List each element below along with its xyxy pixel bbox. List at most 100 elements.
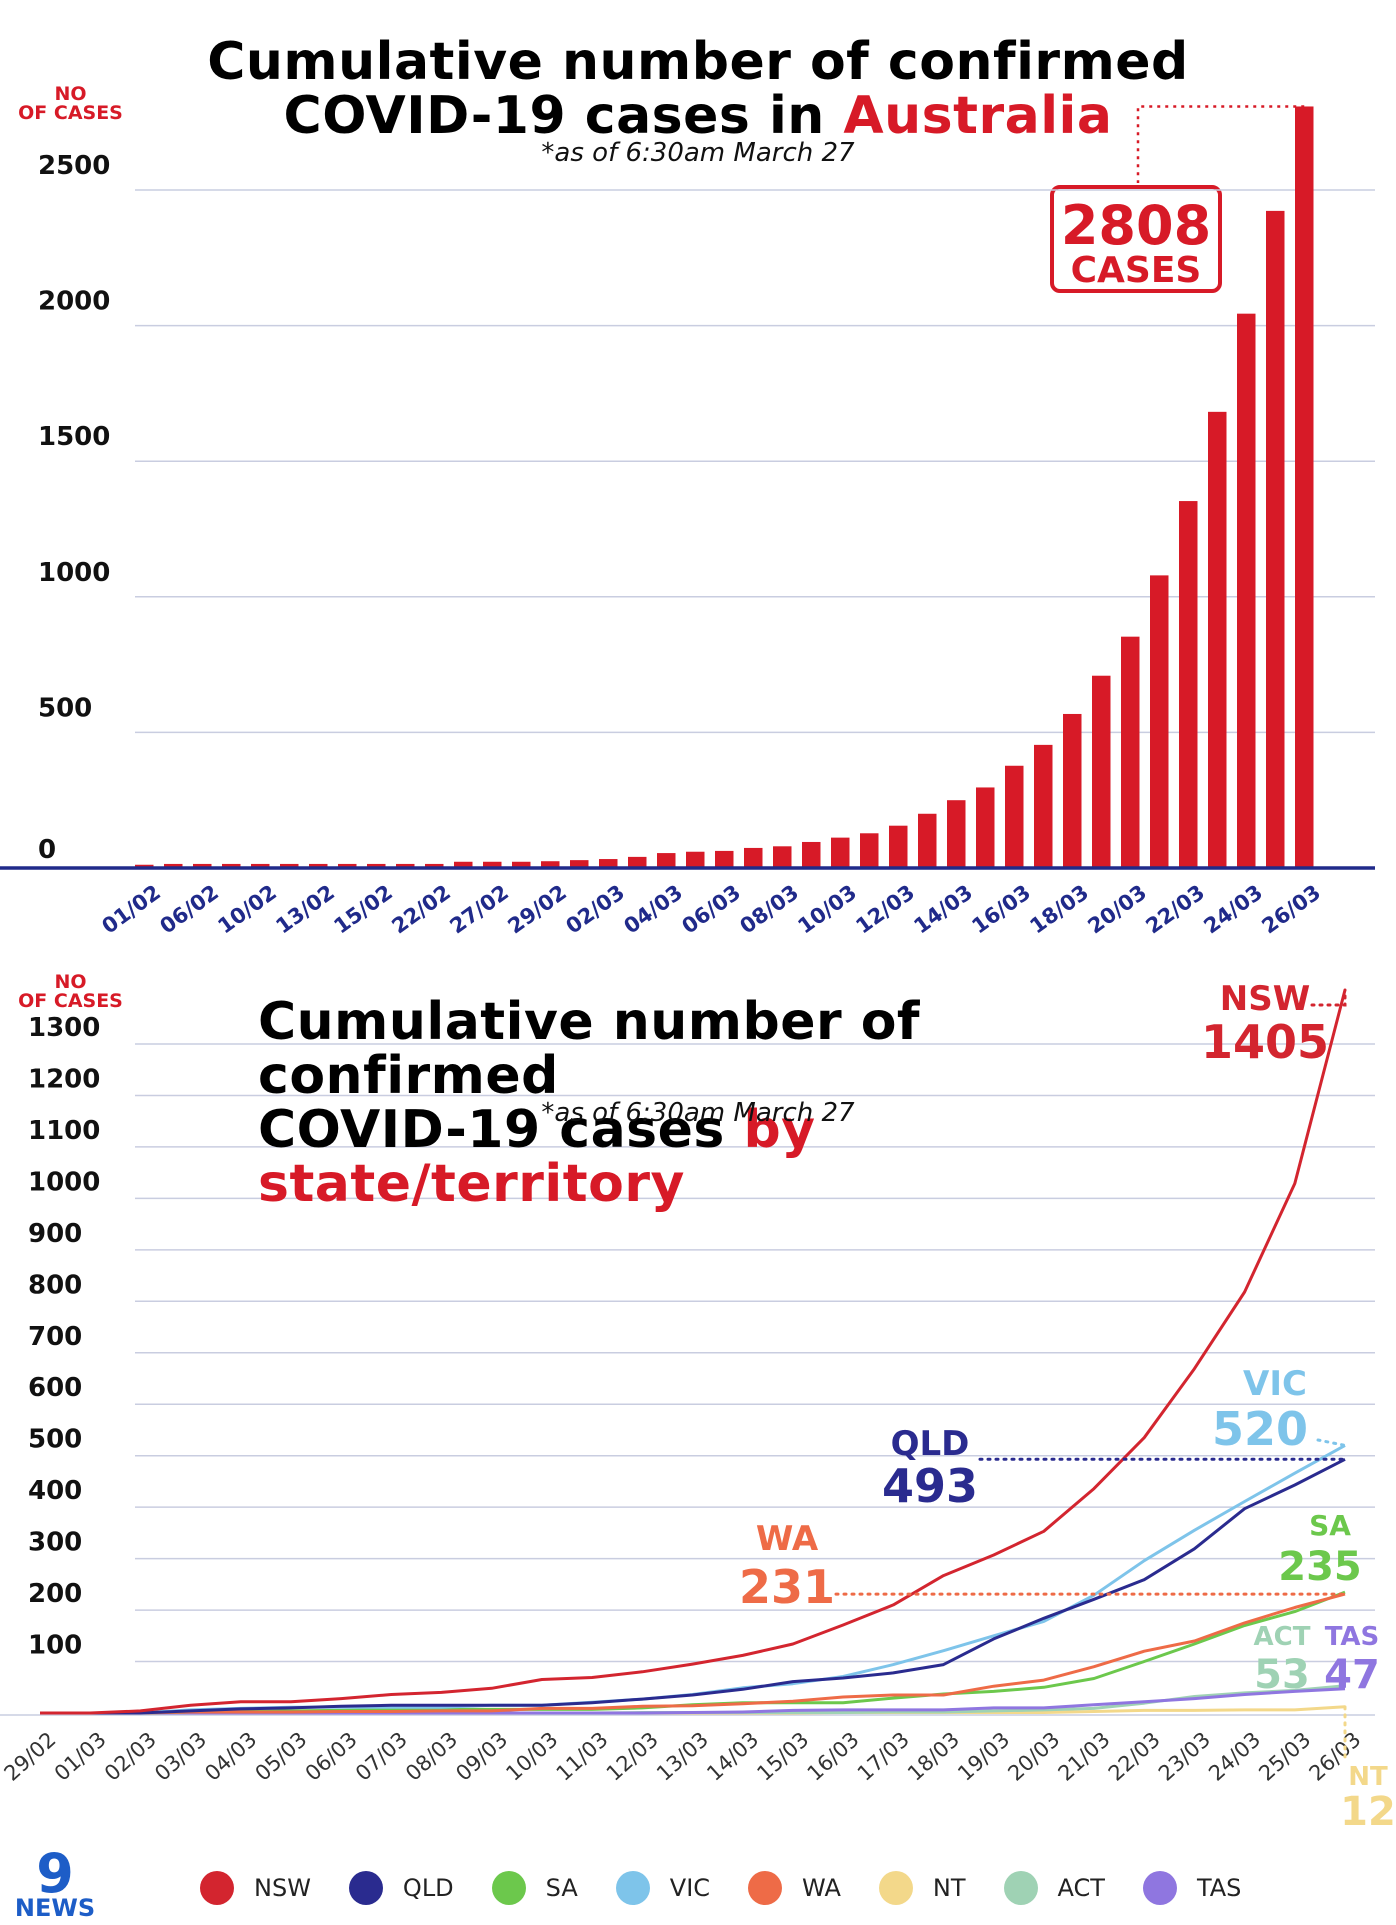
label-act-value: 53	[1254, 1652, 1310, 1698]
label-nsw-value: 1405	[1201, 1015, 1329, 1069]
legend-swatch	[878, 1871, 913, 1905]
series-line-nsw	[40, 989, 1347, 1715]
legend-item-nt: NT	[878, 1871, 966, 1905]
bar-04/03	[657, 853, 676, 868]
legend-item-tas: TAS	[1142, 1871, 1241, 1905]
label-tas-name: TAS	[1325, 1622, 1380, 1652]
nine-news-logo: 9 NEWS	[12, 1842, 98, 1922]
leader-nsw	[1310, 988, 1347, 1007]
line-x-tick-label: 01/03	[50, 1727, 111, 1785]
line-x-tick-label: 03/03	[150, 1727, 211, 1785]
top-y-axis-label: NO OF CASES	[8, 85, 133, 123]
legend-swatch	[748, 1871, 783, 1905]
bar-x-tick-label: 14/03	[909, 880, 977, 938]
top-chart-title: Cumulative number of confirmed COVID-19 …	[0, 35, 1396, 143]
line-x-tick-label: 25/03	[1254, 1727, 1315, 1785]
bottom-y-axis-label-line1: NO	[54, 971, 87, 993]
bar-29/02	[541, 861, 560, 868]
legend-item-wa: WA	[748, 1871, 841, 1905]
line-x-tick-label: 21/03	[1054, 1727, 1115, 1785]
bar-16/03	[1005, 765, 1024, 868]
line-y-tick-label: 600	[28, 1373, 82, 1403]
legend-label: VIC	[669, 1874, 711, 1902]
bar-14/03	[947, 800, 966, 868]
logo-nine-glyph: 9	[36, 1848, 74, 1905]
bar-03/03	[628, 856, 647, 868]
line-y-tick-label: 1000	[28, 1167, 100, 1197]
line-y-tick-label: 300	[28, 1528, 82, 1558]
line-x-tick-label: 24/03	[1204, 1727, 1265, 1785]
bar-x-tick-label: 02/03	[561, 880, 629, 938]
legend-item-qld: QLD	[348, 1871, 454, 1905]
line-x-tick-label: 29/02	[0, 1727, 61, 1785]
bar-21/03	[1150, 575, 1169, 868]
bar-10/02	[251, 863, 270, 868]
label-qld-name: QLD	[891, 1424, 970, 1464]
line-x-tick-label: 08/03	[401, 1727, 462, 1785]
line-x-tick-label: 04/03	[200, 1727, 261, 1785]
line-y-tick-label: 100	[28, 1631, 82, 1661]
line-y-tick-label: 500	[28, 1425, 82, 1455]
bar-15/03	[976, 787, 995, 868]
line-x-tick-label: 19/03	[953, 1727, 1014, 1785]
bar-x-tick-label: 10/03	[793, 880, 861, 938]
bar-x-tick-label: 13/02	[271, 880, 339, 938]
label-qld-value: 493	[882, 1459, 978, 1513]
line-x-tick-label: 17/03	[853, 1727, 914, 1785]
bottom-chart-title: Cumulative number of confirmed COVID-19 …	[258, 995, 1158, 1211]
bar-06/03	[715, 850, 734, 868]
line-x-tick-label: 05/03	[251, 1727, 312, 1785]
legend-item-vic: VIC	[615, 1871, 711, 1905]
bar-13/03	[918, 813, 937, 868]
legend-swatch	[1003, 1871, 1038, 1905]
bar-chart: 0 500 1000 1500 2000 2500 01/0206/0210/0213/02…	[0, 105, 1375, 939]
line-y-tick-label: 200	[28, 1579, 82, 1609]
bar-08/03	[773, 846, 792, 868]
bar-05/03	[686, 851, 705, 868]
legend-item-nsw: NSW	[200, 1871, 311, 1905]
bar-y-tick-label: 500	[38, 693, 92, 723]
line-x-tick-label: 18/03	[903, 1727, 964, 1785]
line-x-tick-label: 02/03	[100, 1727, 161, 1785]
bar-y-tick-label: 2500	[38, 151, 110, 181]
bar-y-tick-label: 1000	[38, 558, 110, 588]
bar-x-tick-label: 22/02	[387, 880, 455, 938]
bar-18/03	[1063, 713, 1082, 868]
bar-14/02	[338, 863, 357, 868]
line-y-tick-label: 1200	[28, 1064, 100, 1094]
bar-10/03	[831, 837, 850, 868]
line-x-tick-label: 10/03	[501, 1727, 562, 1785]
total-cases-callout: 2808 CASES	[1050, 185, 1222, 293]
label-vic-name: VIC	[1243, 1364, 1307, 1404]
line-y-tick-label: 900	[28, 1219, 82, 1249]
bar-02/03	[599, 859, 618, 868]
line-x-tick-label: 12/03	[602, 1727, 663, 1785]
label-wa-value: 231	[739, 1560, 835, 1614]
label-nsw-name: NSW	[1220, 979, 1310, 1019]
top-chart-subtitle: *as of 6:30am March 27	[541, 138, 855, 168]
bar-23/03	[1208, 411, 1227, 868]
legend-label: WA	[802, 1874, 841, 1902]
bar-x-tick-label: 06/02	[155, 880, 223, 938]
line-y-tick-label: 400	[28, 1476, 82, 1506]
bottom-title-line1: Cumulative number of confirmed	[258, 992, 921, 1106]
line-x-tick-label: 20/03	[1003, 1727, 1064, 1785]
line-x-tick-label: 09/03	[451, 1727, 512, 1785]
bar-x-tick-label: 16/03	[967, 880, 1035, 938]
top-title-line1: Cumulative number of confirmed	[207, 32, 1189, 92]
bar-x-tick-label: 20/03	[1083, 880, 1151, 938]
top-title-line2-prefix: COVID-19 cases in	[283, 86, 844, 146]
line-x-tick-label: 15/03	[752, 1727, 813, 1785]
bar-22/02	[425, 863, 444, 868]
line-y-tick-label: 1300	[28, 1013, 100, 1043]
legend-swatch	[1142, 1871, 1177, 1905]
bar-y-tick-label: 1500	[38, 422, 110, 452]
legend-item-act: ACT	[1003, 1871, 1105, 1905]
legend: NSW QLD SA VIC WA NT ACT TAS	[200, 1868, 1279, 1908]
bar-x-tick-label: 24/03	[1199, 880, 1267, 938]
bar-27/02	[483, 861, 502, 868]
line-x-tick-label: 14/03	[702, 1727, 763, 1785]
bar-04/02	[164, 863, 183, 868]
line-y-tick-label: 800	[28, 1270, 82, 1300]
line-x-tick-label: 11/03	[552, 1727, 613, 1785]
